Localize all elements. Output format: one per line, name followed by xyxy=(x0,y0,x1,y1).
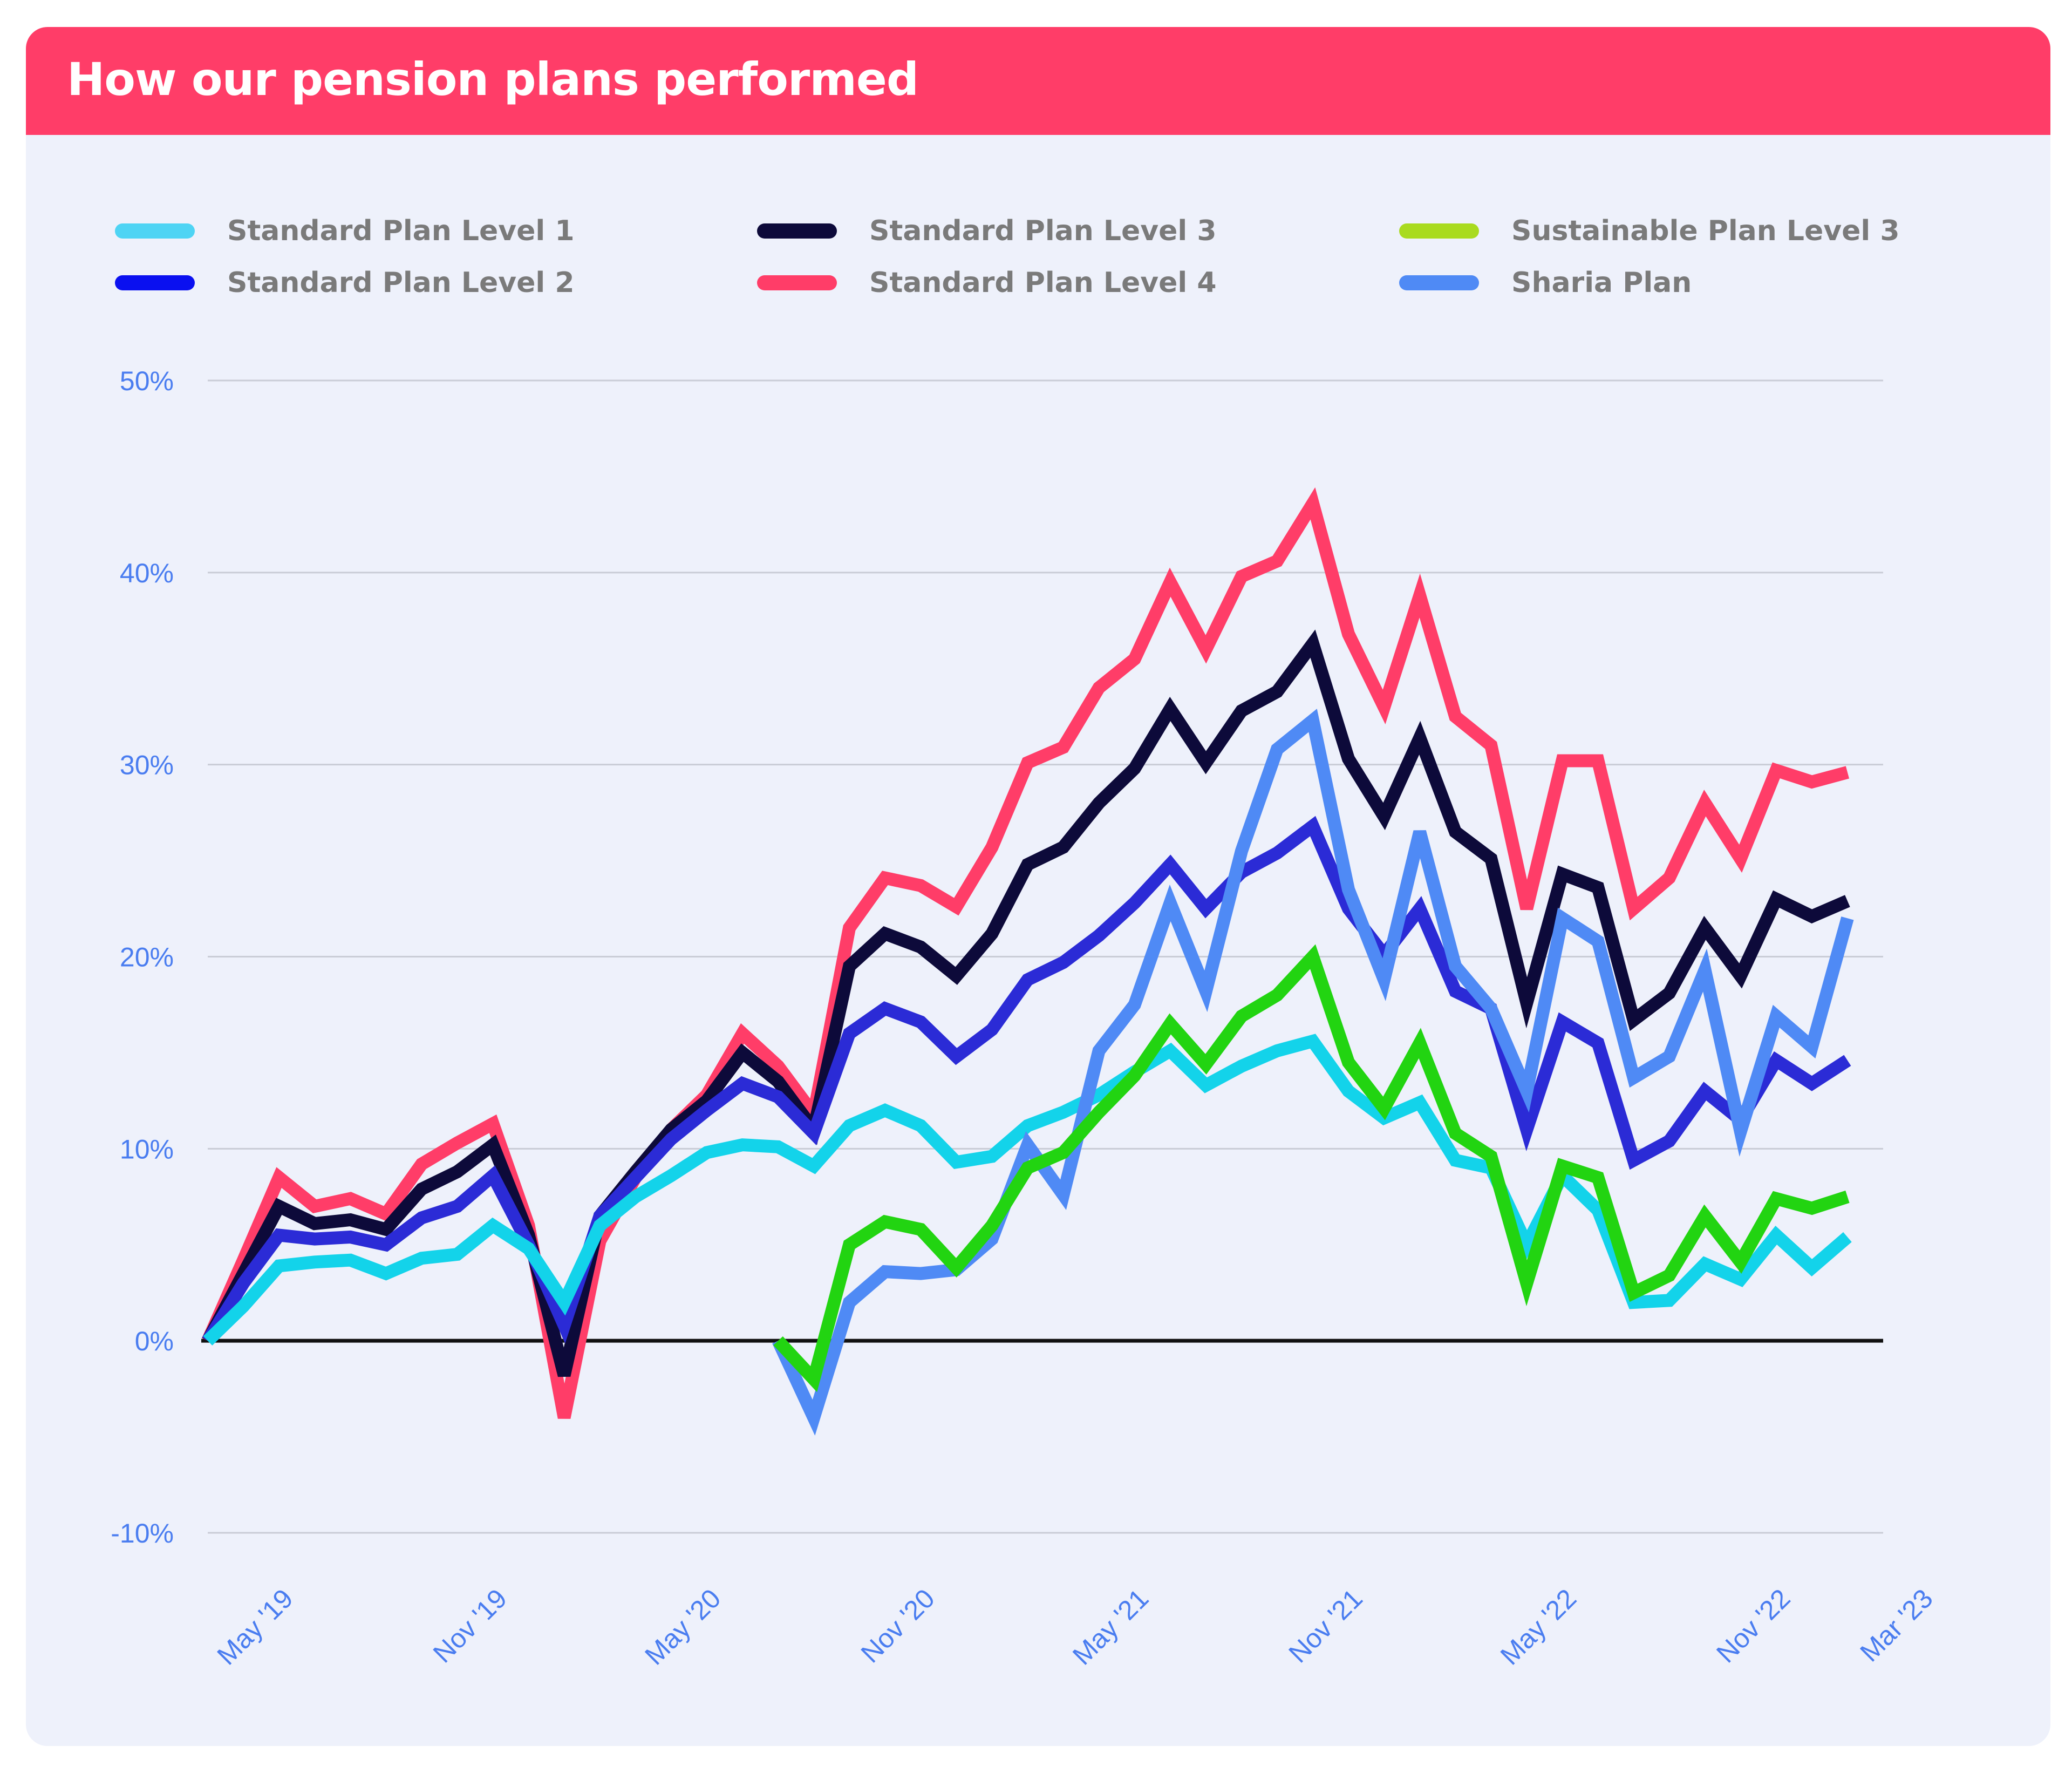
x-tick-label: Mar '23 xyxy=(1854,1583,1938,1667)
y-tick-label: 20% xyxy=(120,942,174,973)
series-line-standard-plan-level-2 xyxy=(202,816,1851,1344)
series-line-standard-plan-level-4 xyxy=(202,487,1850,1419)
x-tick-label: May '21 xyxy=(1067,1583,1154,1670)
y-axis-ticks: -10% 0% 10% 20% 30% 40% 50% xyxy=(111,366,174,1548)
chart-header: How our pension plans performed xyxy=(26,27,2050,135)
gridlines xyxy=(208,379,1883,1534)
y-tick-label: 30% xyxy=(120,750,174,780)
x-tick-label: Nov '20 xyxy=(855,1583,940,1668)
x-tick-label: Nov '19 xyxy=(427,1583,513,1668)
x-tick-label: May '22 xyxy=(1495,1583,1582,1670)
chart-title: How our pension plans performed xyxy=(67,53,919,106)
series-line-sustainable-plan-level-3 xyxy=(773,944,1850,1392)
x-tick-label: May '19 xyxy=(212,1583,299,1670)
series-line-standard-plan-level-1 xyxy=(203,1034,1852,1346)
y-tick-label: -10% xyxy=(111,1518,174,1548)
y-tick-label: 50% xyxy=(120,366,174,396)
x-tick-label: Nov '21 xyxy=(1283,1583,1368,1668)
y-tick-label: 10% xyxy=(120,1134,174,1164)
x-tick-label: May '20 xyxy=(639,1583,726,1670)
y-tick-label: 0% xyxy=(135,1326,174,1356)
series-line-standard-plan-level-3 xyxy=(202,629,1850,1377)
x-axis-ticks: May '19 Nov '19 May '20 Nov '20 May '21 Nov '… xyxy=(212,1583,1939,1670)
series-lines xyxy=(202,487,1854,1436)
x-tick-label: Nov '22 xyxy=(1710,1583,1796,1668)
y-tick-label: 40% xyxy=(120,558,174,588)
